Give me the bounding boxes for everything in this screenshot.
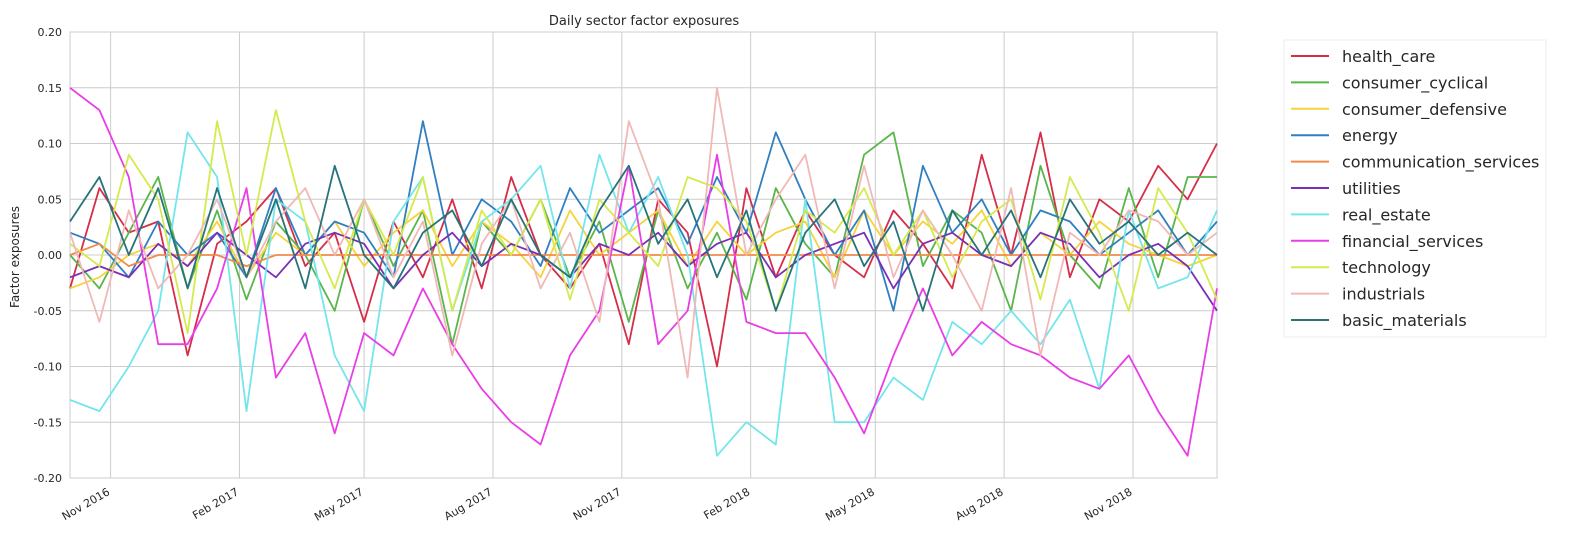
series-line-technology	[69, 109, 1218, 335]
legend-label: energy	[1342, 126, 1398, 145]
chart-title: Daily sector factor exposures	[549, 14, 739, 29]
grid-lines	[70, 31, 1217, 479]
legend-label: health_care	[1342, 47, 1435, 67]
series-line-industrials	[69, 86, 1218, 379]
x-tick-label: Nov 2017	[571, 485, 623, 523]
x-tick-label: May 2017	[312, 485, 365, 523]
y-axis-label: Factor exposures	[8, 206, 22, 308]
y-tick-label: 0.20	[38, 26, 63, 39]
x-tick-label: Nov 2016	[60, 485, 112, 523]
legend-label: consumer_defensive	[1342, 100, 1507, 120]
legend-label: financial_services	[1342, 232, 1483, 252]
y-axis-ticks: 0.20 0.15 0.10 0.05 0.00 -0.05 -0.10 -0.15 -0.20	[34, 26, 62, 485]
x-tick-label: Aug 2018	[953, 485, 1005, 523]
y-tick-label: -0.20	[34, 472, 62, 485]
y-tick-label: -0.05	[34, 305, 62, 318]
legend-label: consumer_cyclical	[1342, 73, 1488, 93]
y-tick-label: 0.15	[38, 82, 63, 95]
x-tick-label: Feb 2018	[701, 485, 752, 522]
series-lines	[69, 86, 1218, 457]
x-axis-ticks: Nov 2016 Feb 2017 May 2017 Aug 2017 Nov 2017…	[60, 485, 1135, 523]
x-tick-label: Nov 2018	[1082, 485, 1134, 523]
legend-label: technology	[1342, 258, 1431, 277]
series-line-health-care	[69, 131, 1218, 368]
y-tick-label: -0.15	[34, 416, 62, 429]
y-tick-label: -0.10	[34, 361, 62, 374]
legend-label: communication_services	[1342, 153, 1539, 173]
x-tick-label: Aug 2017	[442, 485, 494, 523]
y-tick-label: 0.00	[38, 249, 63, 262]
y-tick-label: 0.10	[38, 138, 63, 151]
legend-label: basic_materials	[1342, 311, 1467, 331]
legend: health_care consumer_cyclical consumer_def…	[1283, 39, 1547, 338]
series-line-energy	[69, 120, 1218, 312]
legend-label: utilities	[1342, 179, 1401, 198]
y-tick-label: 0.05	[38, 193, 63, 206]
series-line-basic-materials	[69, 164, 1218, 312]
series-line-financial-services	[69, 87, 1218, 457]
x-tick-label: May 2018	[823, 485, 876, 523]
legend-label: industrials	[1342, 285, 1425, 304]
x-tick-label: Feb 2017	[190, 485, 241, 522]
legend-label: real_estate	[1342, 205, 1431, 225]
